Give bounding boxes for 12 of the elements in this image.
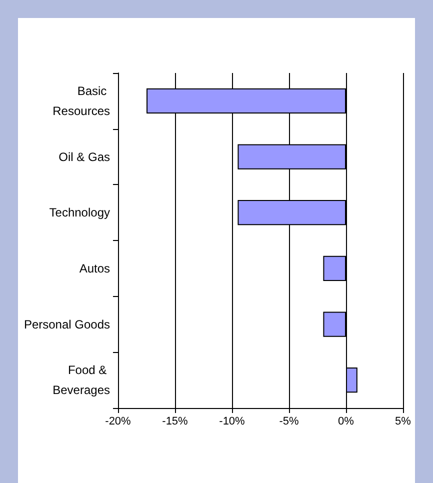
y-tick-label: Personal Goods — [24, 317, 110, 332]
y-tick-label: Food & Beverages — [52, 363, 110, 398]
y-tick-label: Oil & Gas — [58, 150, 110, 164]
x-tick-label: -5% — [279, 416, 299, 428]
y-tick-label: Autos — [79, 261, 110, 276]
y-tick-label: Technology — [49, 206, 110, 220]
x-tick-label: 5% — [395, 416, 412, 428]
x-tick-label: -10% — [219, 416, 246, 428]
x-tick-label: 0% — [338, 416, 354, 428]
x-tick-label: -15% — [162, 416, 188, 428]
y-tick-label: Basic Resources — [52, 84, 110, 118]
x-tick-label: -20% — [105, 416, 132, 428]
